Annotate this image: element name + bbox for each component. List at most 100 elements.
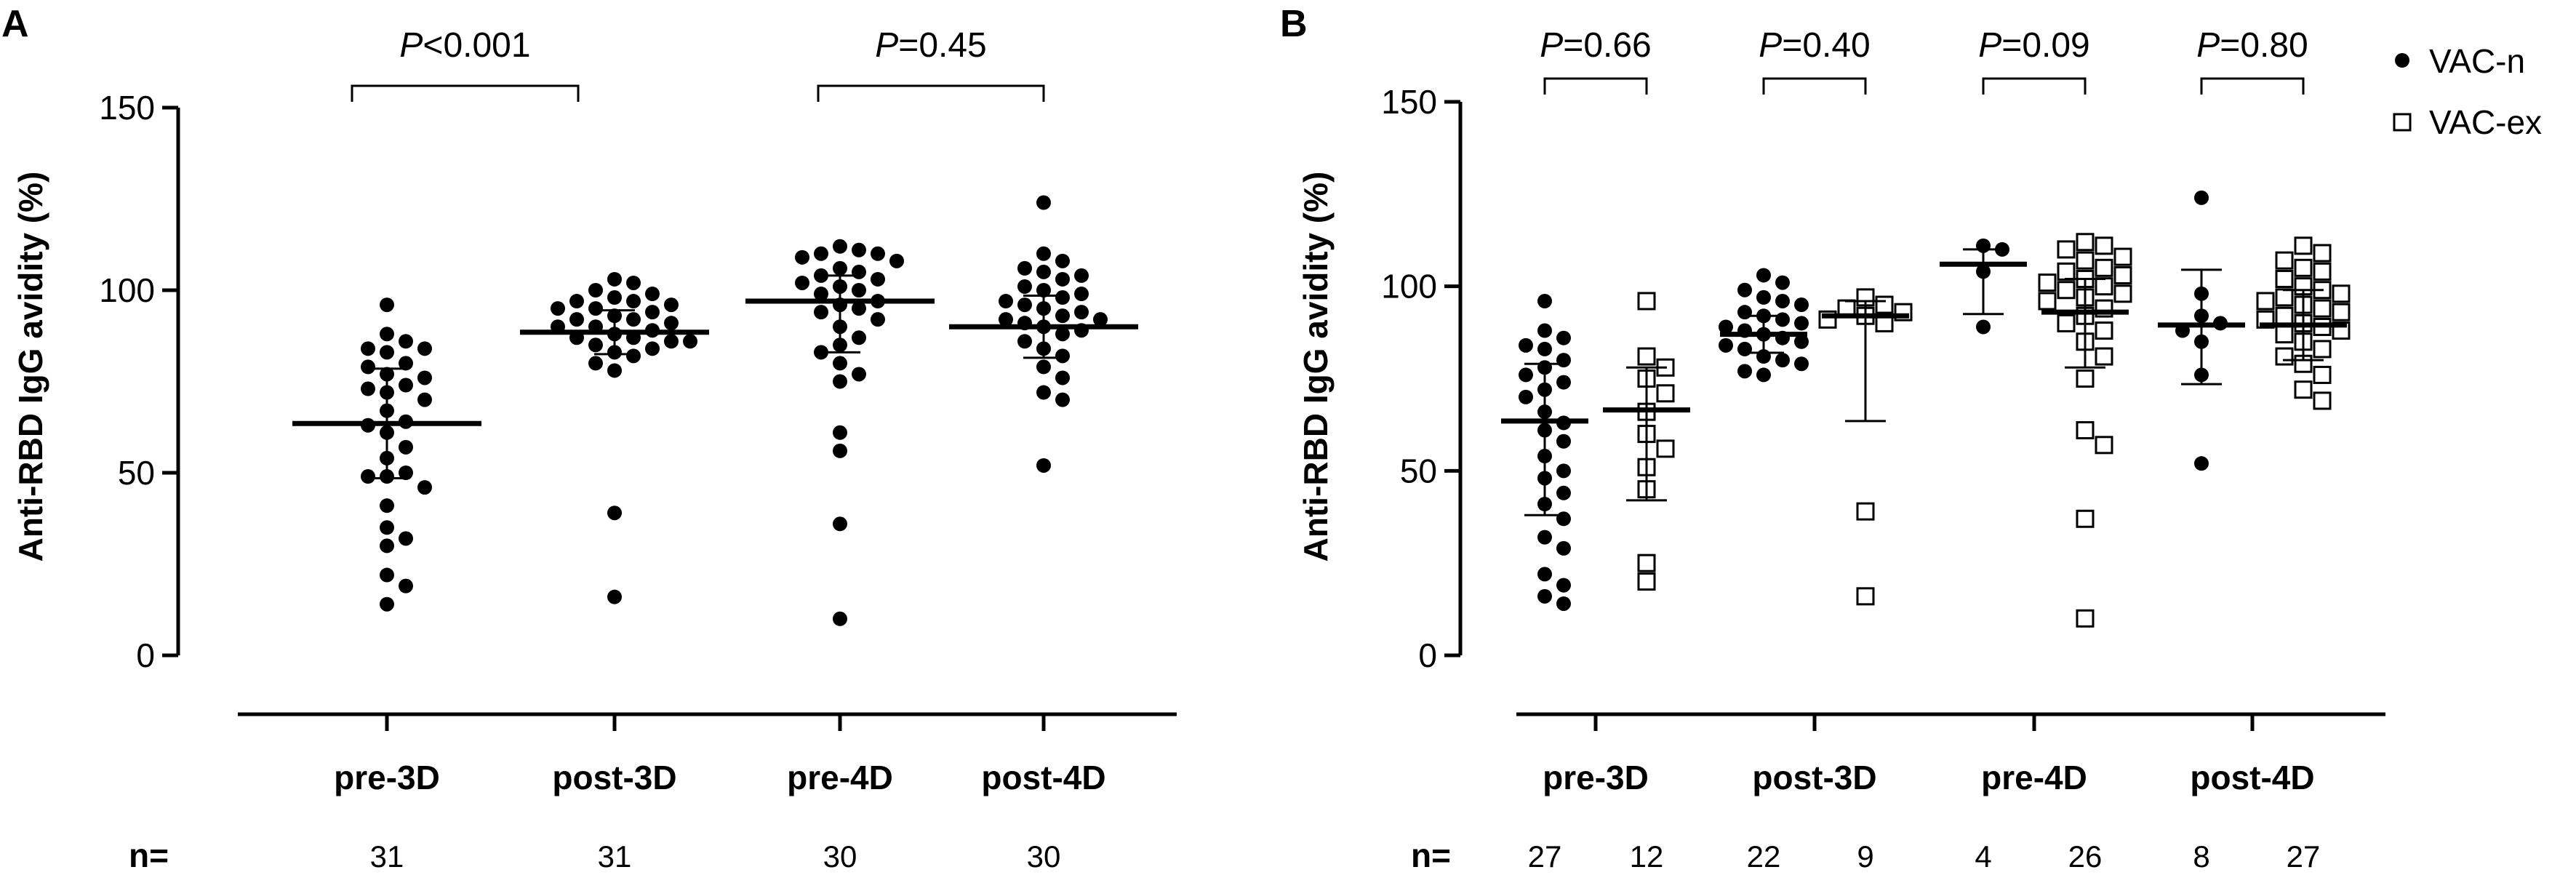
panel-a-post-3D-point <box>626 294 641 309</box>
panel-a-pre-4D-point <box>833 516 847 532</box>
panel-a-post-3D-point <box>664 316 679 331</box>
panel-b-post-4D-vac-ex-point <box>2313 299 2332 318</box>
panel-b-pre-4D-vac-ex-point <box>2095 236 2113 255</box>
panel-b-pre-3D-vac-n-point <box>1556 433 1571 449</box>
panel-b-post-4D-vac-ex-point <box>2256 292 2275 311</box>
panel-b-significance-bracket <box>1543 77 1648 95</box>
legend-vac-n-label: VAC-n <box>2429 42 2525 80</box>
panel-b-significance-bracket <box>1982 77 2087 95</box>
panel-b-pre-3D-vac-ex-point <box>1656 384 1675 403</box>
panel-b-post-4D-vac-ex-point <box>2275 347 2294 366</box>
panel-b-post-4D-vac-ex-point <box>2313 391 2332 410</box>
panel-b-post-3D-vac-n-point <box>1737 282 1752 297</box>
panel-b: B Anti-RBD IgG avidity (%) n= VAC-n VAC-… <box>1280 3 2542 874</box>
panel-b-post-4D-vac-n-point <box>2194 190 2209 205</box>
panel-a-post-3D-point <box>551 301 565 316</box>
panel-b-pre-4D-vac-ex-point <box>2038 273 2057 292</box>
panel-a-post-3D-point <box>645 341 660 356</box>
panel-a-pre-3D-point <box>361 359 375 375</box>
panel-b-post-4D-vac-ex-point <box>2313 262 2332 281</box>
panel-b-pre-3D-vac-n-point <box>1537 293 1552 308</box>
panel-a-post-3D-n-value: 31 <box>598 839 632 874</box>
panel-a-post-4D-point <box>1036 458 1051 473</box>
panel-b-pre-3D-vac-ex-point <box>1637 292 1656 311</box>
panel-b-significance-bracket <box>2200 77 2305 95</box>
panel-b-pre-4D-vac-ex-point <box>2076 251 2095 270</box>
panel-a-pre-4D-point <box>871 312 885 327</box>
panel-b-significance-bracket <box>1762 77 1867 95</box>
panel-a-post-4D-point <box>1017 260 1032 276</box>
panel-a-post-4D-point <box>1036 264 1051 279</box>
panel-b-pre-3D-vac-n-point <box>1556 463 1571 479</box>
panel-a-post-3D-point <box>607 290 622 305</box>
panel-a-pre-3D-point <box>380 520 394 535</box>
panel-b-post-4D-vac-ex-point <box>2275 251 2294 270</box>
panel-a-post-4D-point <box>1036 246 1051 261</box>
panel-a-p-value: P=0.45 <box>875 26 986 65</box>
panel-b-y-tick-label: 50 <box>1400 452 1437 490</box>
panel-b-post-4D-vac-ex-point <box>2313 365 2332 384</box>
panel-b-post-4D-vac-ex-n-value: 27 <box>2287 839 2321 874</box>
panel-b-p-value: P=0.66 <box>1540 26 1651 65</box>
panel-a-pre-4D-point <box>833 356 847 371</box>
panel-a-pre-4D-point <box>814 305 828 320</box>
panel-a-category-label: post-4D <box>981 759 1105 796</box>
panel-b-y-tick-label: 100 <box>1381 268 1437 305</box>
panel-b-post-3D-vac-ex-point <box>1875 295 1894 314</box>
panel-b-post-3D-vac-ex-n-value: 9 <box>1857 839 1873 874</box>
panel-b-pre-4D-vac-n-point <box>1976 319 1991 335</box>
panel-b-post-4D-vac-ex-point <box>2275 306 2294 325</box>
panel-b-post-3D-vac-n-point <box>1737 364 1752 379</box>
panel-b-pre-3D-vac-ex-point <box>1637 347 1656 366</box>
panel-a-post-4D-point <box>999 312 1013 327</box>
panel-a-category-label: pre-4D <box>787 759 893 796</box>
legend: VAC-n VAC-ex <box>2393 42 2542 141</box>
panel-b-pre-3D-vac-n-point <box>1537 323 1552 338</box>
panel-a-post-4D-point <box>1017 297 1032 313</box>
panel-a-pre-3D-point <box>417 341 432 356</box>
panel-b-post-3D-vac-n-n-value: 22 <box>1747 839 1781 874</box>
panel-a-y-tick-label: 50 <box>118 454 155 492</box>
panel-a-post-4D-point <box>1017 279 1032 294</box>
panel-b-pre-4D-vac-ex-point <box>2095 321 2113 340</box>
panel-a-post-3D-point <box>645 305 660 320</box>
panel-a-pre-4D-point <box>833 374 847 389</box>
panel-a-y-tick-label: 150 <box>99 89 155 127</box>
panel-a-pre-4D-point <box>889 253 904 268</box>
panel-b-post-4D-vac-ex-point <box>2332 284 2351 303</box>
panel-a-post-3D-point <box>645 287 660 302</box>
panel-b-pre-4D-vac-ex-point <box>2076 509 2095 528</box>
panel-a-pre-3D-point <box>399 356 413 371</box>
panel-b-pre-3D-vac-ex-point <box>1637 572 1656 591</box>
panel-a-category-label: post-3D <box>552 759 676 796</box>
panel-a-pre-3D-point <box>380 538 394 554</box>
panel-a-post-3D-point <box>626 275 641 290</box>
panel-b-post-4D-vac-ex-point <box>2294 258 2313 277</box>
panel-a-pre-4D-point <box>795 249 809 265</box>
panel-b-pre-4D-vac-ex-n-value: 26 <box>2068 839 2103 874</box>
panel-b-category-label: pre-3D <box>1543 759 1649 796</box>
panel-b-pre-3D-vac-ex-point <box>1656 439 1675 458</box>
panel-a-post-3D-point <box>664 297 679 313</box>
panel-a-post-4D-point <box>1055 392 1070 407</box>
panel-b-post-4D-vac-n-point <box>2194 456 2209 471</box>
panel-a-post-3D-point <box>607 271 622 287</box>
panel-a-y-tick-label: 0 <box>136 636 155 674</box>
panel-b-pre-3D-vac-n-point <box>1556 596 1571 611</box>
panel-b-pre-3D-vac-n-n-value: 27 <box>1528 839 1562 874</box>
panel-a-pre-4D-point <box>833 611 847 626</box>
panel-a-pre-4D-point <box>852 283 866 297</box>
panel-b-pre-3D-vac-n-point <box>1519 367 1533 383</box>
panel-a-post-4D-point <box>1074 287 1089 302</box>
panel-a-post-4D-point <box>1074 268 1089 283</box>
panel-b-category-label: pre-4D <box>1981 759 2087 796</box>
panel-a-pre-4D-point <box>833 443 847 458</box>
panel-a-post-4D-point <box>1055 370 1070 385</box>
panel-a-pre-4D-point <box>814 246 828 261</box>
panel-a-pre-4D-point <box>814 287 828 302</box>
panel-a-post-3D-point <box>588 356 603 371</box>
panel-a-post-4D-point <box>1036 359 1051 375</box>
panel-b-pre-3D-vac-n-point <box>1556 330 1571 345</box>
panel-b-letter: B <box>1280 3 1308 45</box>
panel-b-pre-4D-vac-ex-point <box>2057 240 2076 259</box>
